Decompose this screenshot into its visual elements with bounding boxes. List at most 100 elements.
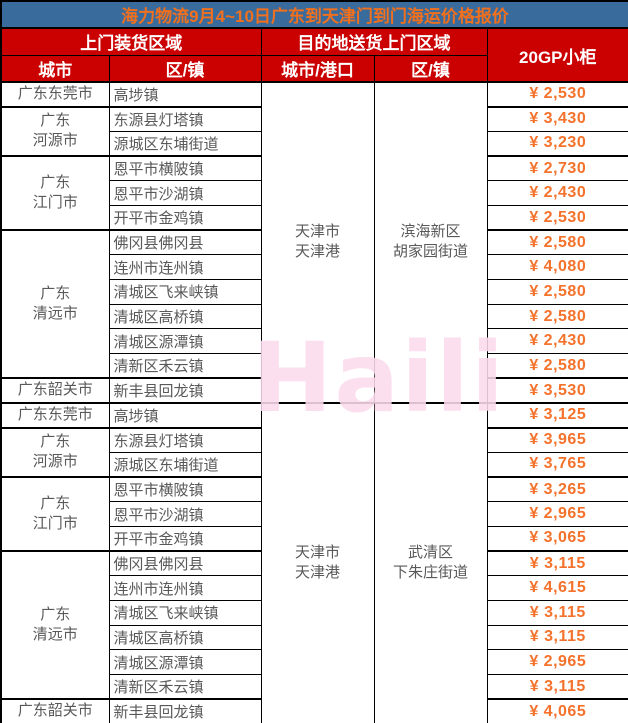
pickup-district-cell: 佛冈县佛冈县 [108,550,262,577]
pickup-district-cell: 连州市连州镇 [108,254,262,280]
price-cell: ¥ 2,580 [486,229,628,256]
pickup-district-cell: 清城区飞来峡镇 [108,279,262,305]
price-cell: ¥ 2,530 [486,204,628,232]
header-container-20gp: 20GP小柜 [486,27,628,83]
header-pickup-area: 上门装货区域 [0,27,262,56]
pickup-district-cell: 恩平市横陂镇 [108,155,262,182]
table-row: 清城区高桥镇 ¥ 2,580 [1,303,628,330]
pickup-district-cell: 新丰县回龙镇 [108,698,262,723]
pickup-district-cell: 清城区源潭镇 [108,649,262,675]
price-cell: ¥ 2,730 [486,155,628,182]
table-row: 清新区禾云镇 ¥ 2,580 [1,353,628,380]
pickup-city-cell: 广东 清远市 [0,229,110,380]
header-pickup-city: 城市 [0,54,110,83]
table-row: 源城区东埔街道 ¥ 3,230 [1,130,628,158]
table-row: 源城区东埔街道 ¥ 3,765 [1,451,628,478]
pickup-district-cell: 恩平市沙湖镇 [108,180,262,206]
pickup-district-cell: 清新区禾云镇 [108,353,262,380]
pickup-district-cell: 高埗镇 [108,81,262,108]
header-pickup-district: 区/镇 [108,54,262,83]
pickup-city-cell: 广东 清远市 [0,550,110,701]
pickup-district-cell: 佛冈县佛冈县 [108,229,262,256]
table-row: 广东韶关市 新丰县回龙镇 ¥ 4,065 [0,698,628,723]
table-row: 清新区禾云镇 ¥ 3,115 [1,674,628,701]
table-row: 恩平市沙湖镇 ¥ 2,430 [1,180,628,206]
pickup-district-cell: 开平市金鸡镇 [108,204,262,232]
table-row: 连州市连州镇 ¥ 4,080 [1,254,628,280]
price-cell: ¥ 3,965 [486,427,628,453]
pickup-district-cell: 清城区高桥镇 [108,303,262,330]
price-cell: ¥ 4,080 [486,254,628,280]
pickup-district-cell: 清城区飞来峡镇 [108,599,262,626]
price-cell: ¥ 2,580 [486,353,628,380]
price-cell: ¥ 3,115 [486,624,628,651]
pickup-city-cell: 广东 河源市 [0,106,110,158]
price-cell: ¥ 4,065 [486,698,628,723]
pickup-district-cell: 开平市金鸡镇 [108,525,262,553]
price-cell: ¥ 3,265 [486,476,628,503]
table-row: 开平市金鸡镇 ¥ 3,065 [1,525,628,553]
table-row: 清城区源潭镇 ¥ 2,430 [1,328,628,355]
header-dest-district: 区/镇 [373,54,488,83]
price-cell: ¥ 2,965 [486,501,628,527]
pickup-city-cell: 广东东莞市 [0,402,110,429]
table-row: 广东 清远市 佛冈县佛冈县 ¥ 2,580 [0,229,628,380]
pickup-city-cell: 广东韶关市 [0,698,110,723]
pickup-city-cell: 广东 江门市 [0,155,110,232]
price-cell: ¥ 2,430 [486,180,628,206]
price-cell: ¥ 2,430 [486,328,628,355]
pickup-district-cell: 东源县灯塔镇 [108,427,262,453]
price-cell: ¥ 2,965 [486,649,628,675]
table-row: 广东东莞市 高埗镇 天津市 天津港 滨海新区 胡家园街道 ¥ 2,530 [0,81,628,404]
pickup-district-cell: 源城区东埔街道 [108,130,262,158]
price-cell: ¥ 3,065 [486,525,628,553]
header-delivery-area: 目的地送货上门区域 [260,27,488,56]
pickup-district-cell: 源城区东埔街道 [108,451,262,478]
price-cell: ¥ 4,615 [486,575,628,601]
price-cell: ¥ 2,580 [486,279,628,305]
header-column-row: 城市 区/镇 城市/港口 区/镇 [0,54,628,83]
pickup-district-cell: 高埗镇 [108,402,262,429]
pickup-district-cell: 恩平市沙湖镇 [108,501,262,527]
pickup-district-cell: 清城区高桥镇 [108,624,262,651]
pickup-city-cell: 广东 江门市 [0,476,110,553]
price-table-body: 广东东莞市 高埗镇 天津市 天津港 滨海新区 胡家园街道 ¥ 2,530 广东 河源市 东源县灯塔… [0,81,628,723]
pickup-district-cell: 清城区源潭镇 [108,328,262,355]
table-row: 广东韶关市 新丰县回龙镇 ¥ 3,530 [0,377,628,404]
table-row: 广东 清远市 佛冈县佛冈县 ¥ 3,115 [0,550,628,701]
pickup-district-cell: 恩平市横陂镇 [108,476,262,503]
table-row: 广东 江门市 恩平市横陂镇 ¥ 3,265 [0,476,628,553]
dest-city-port-cell: 天津市 天津港 [260,81,375,404]
pickup-city-cell: 广东 河源市 [0,427,110,479]
pickup-city-cell: 广东东莞市 [0,81,110,108]
price-cell: ¥ 3,430 [486,106,628,132]
pickup-city-cell: 广东韶关市 [0,377,110,404]
dest-city-port-cell: 天津市 天津港 [260,402,375,723]
table-row: 广东 江门市 恩平市横陂镇 ¥ 2,730 [0,155,628,232]
price-cell: ¥ 2,530 [486,81,628,108]
price-cell: ¥ 3,115 [486,674,628,701]
table-row: 广东 河源市 东源县灯塔镇 ¥ 3,430 [0,106,628,158]
table-row: 广东东莞市 高埗镇 天津市 天津港 武清区 下朱庄街道 ¥ 3,125 [0,402,628,723]
header-group-row: 上门装货区域 目的地送货上门区域 20GP小柜 [0,27,628,83]
pickup-district-cell: 新丰县回龙镇 [108,377,262,404]
pickup-district-cell: 清新区禾云镇 [108,674,262,701]
dest-district-cell: 武清区 下朱庄街道 [373,402,488,723]
header-dest-city-port: 城市/港口 [260,54,375,83]
price-cell: ¥ 3,230 [486,130,628,158]
price-cell: ¥ 2,580 [486,303,628,330]
pickup-district-cell: 东源县灯塔镇 [108,106,262,132]
price-cell: ¥ 3,765 [486,451,628,478]
table-row: 清城区源潭镇 ¥ 2,965 [1,649,628,675]
title-row: 海力物流9月4~10日广东到天津门到门海运价格报价 [0,0,628,29]
price-cell: ¥ 3,125 [486,402,628,429]
price-cell: ¥ 3,115 [486,599,628,626]
price-cell: ¥ 3,530 [486,377,628,404]
dest-district-cell: 滨海新区 胡家园街道 [373,81,488,404]
price-cell: ¥ 3,115 [486,550,628,577]
pickup-district-cell: 连州市连州镇 [108,575,262,601]
page-title: 海力物流9月4~10日广东到天津门到门海运价格报价 [0,0,628,29]
table-row: 开平市金鸡镇 ¥ 2,530 [1,204,628,232]
